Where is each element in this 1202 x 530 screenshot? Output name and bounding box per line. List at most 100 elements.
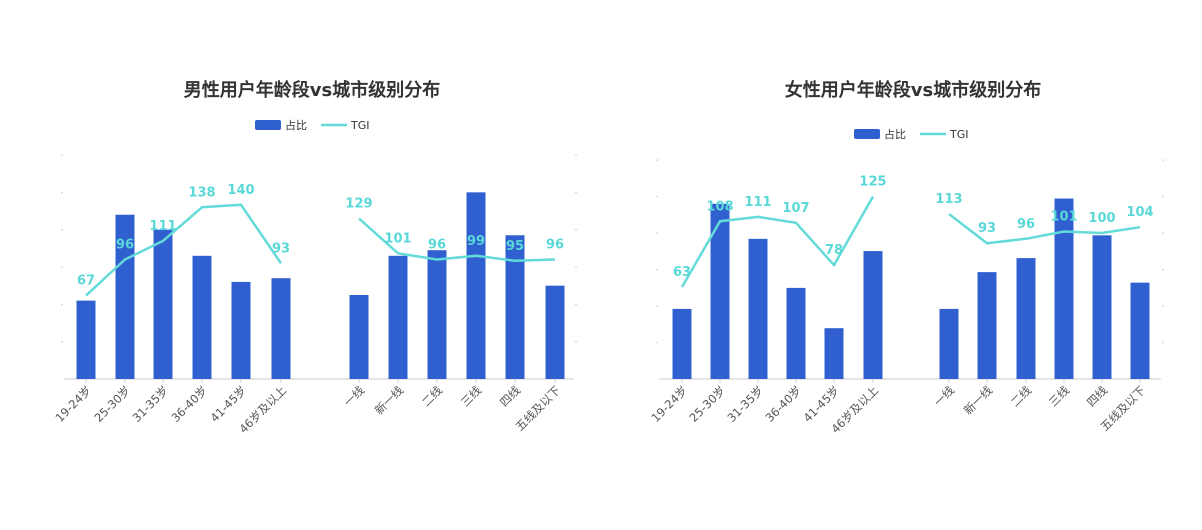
bar-11[interactable] bbox=[545, 285, 565, 379]
legend-swatch-bar[interactable] bbox=[255, 120, 281, 130]
bar-2[interactable] bbox=[153, 229, 173, 379]
y-tick-left bbox=[656, 268, 658, 271]
tgi-data-label: 140 bbox=[227, 183, 254, 198]
tgi-data-label: 96 bbox=[428, 238, 446, 253]
tgi-data-label: 96 bbox=[546, 238, 564, 253]
tgi-data-label: 113 bbox=[935, 192, 962, 207]
bar-8[interactable] bbox=[427, 250, 447, 379]
y-tick-right bbox=[1162, 159, 1164, 161]
y-tick-right bbox=[575, 154, 577, 156]
bar-9[interactable] bbox=[1054, 198, 1074, 379]
legend-label-line[interactable]: TGI bbox=[949, 128, 969, 141]
x-tick-label: 31-35岁 bbox=[724, 383, 766, 425]
legend: 占比 TGI bbox=[255, 118, 370, 132]
tgi-data-label: 63 bbox=[673, 265, 691, 280]
chart-title: 女性用户年龄段vs城市级别分布 bbox=[785, 79, 1041, 101]
bar-5[interactable] bbox=[863, 251, 883, 379]
bar-11[interactable] bbox=[1130, 282, 1150, 379]
legend: 占比 TGI bbox=[854, 127, 969, 141]
y-tick-right bbox=[1162, 232, 1164, 234]
bar-6[interactable] bbox=[939, 308, 959, 379]
bar-10[interactable] bbox=[505, 235, 525, 379]
x-tick-label: 新一线 bbox=[372, 383, 407, 418]
tgi-line-segment-0[interactable] bbox=[680, 195, 875, 288]
x-tick-label: 31-35岁 bbox=[129, 383, 171, 425]
tgi-line-segment-1[interactable] bbox=[358, 217, 556, 263]
tgi-data-label: 125 bbox=[859, 175, 886, 190]
bar-4[interactable] bbox=[824, 328, 844, 379]
legend-label-bar[interactable]: 占比 bbox=[285, 118, 307, 132]
tgi-data-label: 101 bbox=[384, 231, 411, 246]
tgi-data-label: 101 bbox=[1050, 210, 1077, 225]
y-tick-left bbox=[61, 303, 63, 306]
x-tick-label: 二线 bbox=[419, 383, 446, 410]
tgi-data-label: 100 bbox=[1088, 211, 1115, 226]
y-tick-right bbox=[1162, 195, 1164, 198]
tgi-data-label: 111 bbox=[744, 195, 771, 210]
bar-9[interactable] bbox=[466, 192, 486, 379]
y-tick-right bbox=[1162, 268, 1164, 271]
y-tick-right bbox=[575, 266, 577, 268]
bar-8[interactable] bbox=[1016, 258, 1036, 379]
y-tick-left bbox=[61, 266, 63, 268]
bar-3[interactable] bbox=[786, 287, 806, 379]
bar-7[interactable] bbox=[977, 272, 997, 379]
legend-label-bar[interactable]: 占比 bbox=[884, 127, 906, 141]
y-tick-left bbox=[656, 232, 658, 234]
bar-0[interactable] bbox=[76, 300, 96, 379]
bar-4[interactable] bbox=[231, 281, 251, 379]
x-tick-label: 四线 bbox=[1084, 383, 1111, 410]
y-tick-right bbox=[1162, 341, 1164, 344]
y-tick-left bbox=[656, 159, 658, 161]
x-tick-label: 36-40岁 bbox=[168, 383, 210, 425]
male-chart-panel: 男性用户年龄段vs城市级别分布 占比 TGI 19-24岁 25-30岁 31-35岁 36… bbox=[52, 79, 577, 436]
tgi-line-segment-1[interactable] bbox=[948, 213, 1141, 245]
tgi-data-label: 99 bbox=[467, 234, 485, 249]
bar-5[interactable] bbox=[271, 278, 291, 379]
tgi-data-label: 78 bbox=[825, 243, 843, 258]
tgi-data-label: 93 bbox=[272, 241, 290, 256]
bar-7[interactable] bbox=[388, 255, 408, 379]
bar-0[interactable] bbox=[672, 308, 692, 379]
y-tick-right bbox=[575, 228, 577, 231]
female-chart-panel: 女性用户年龄段vs城市级别分布占比 TGI 19-24岁 25-30岁 31-35岁 36… bbox=[601, 0, 1202, 530]
y-tick-left bbox=[61, 340, 63, 343]
legend-swatch-bar[interactable] bbox=[854, 129, 880, 139]
x-tick-label: 四线 bbox=[497, 383, 524, 410]
x-tick-label: 25-30岁 bbox=[686, 383, 728, 425]
line-series bbox=[85, 203, 556, 297]
tgi-data-label: 107 bbox=[782, 201, 809, 216]
tgi-data-label: 95 bbox=[506, 239, 524, 254]
tgi-line-segment-0[interactable] bbox=[85, 203, 283, 297]
line-series bbox=[680, 195, 1141, 288]
chart-title: 男性用户年龄段vs城市级别分布 bbox=[184, 79, 440, 101]
tgi-data-label: 129 bbox=[345, 196, 372, 211]
tgi-data-label: 104 bbox=[1126, 205, 1153, 220]
x-tick-label: 二线 bbox=[1008, 383, 1035, 410]
x-tick-label: 三线 bbox=[458, 383, 485, 410]
y-tick-left bbox=[61, 191, 63, 194]
tgi-data-label: 138 bbox=[188, 185, 215, 200]
x-tick-label: 一线 bbox=[341, 383, 368, 410]
bar-6[interactable] bbox=[349, 295, 369, 379]
y-tick-right bbox=[575, 340, 577, 343]
y-tick-left bbox=[61, 228, 63, 231]
bar-series bbox=[672, 198, 1150, 379]
tgi-data-label: 96 bbox=[116, 238, 134, 253]
bar-series bbox=[76, 192, 565, 379]
tgi-data-label: 93 bbox=[978, 221, 996, 236]
bar-3[interactable] bbox=[192, 255, 212, 379]
x-tick-label: 19-24岁 bbox=[648, 383, 690, 425]
tgi-data-label: 108 bbox=[706, 199, 733, 214]
x-tick-label: 19-24岁 bbox=[52, 383, 94, 425]
bar-1[interactable] bbox=[710, 203, 730, 379]
bar-2[interactable] bbox=[748, 238, 768, 379]
y-tick-right bbox=[575, 303, 577, 306]
y-tick-left bbox=[656, 195, 658, 198]
bar-10[interactable] bbox=[1092, 235, 1112, 379]
legend-label-line[interactable]: TGI bbox=[350, 119, 370, 132]
y-tick-left bbox=[61, 154, 63, 156]
x-tick-label: 36-40岁 bbox=[762, 383, 804, 425]
